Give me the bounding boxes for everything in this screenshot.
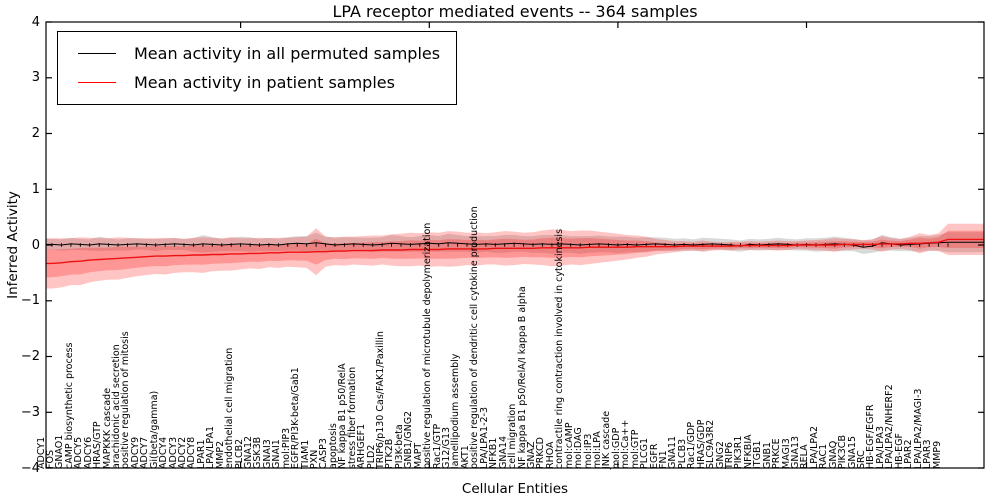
chart-title: LPA receptor mediated events -- 364 samp… [332, 2, 698, 21]
legend-item-patient: Mean activity in patient samples [70, 68, 440, 97]
legend-red-line-icon [78, 82, 116, 83]
legend-label-permuted: Mean activity in all permuted samples [134, 44, 441, 63]
y-tick-label: −1 [20, 293, 40, 309]
y-tick-label: 3 [31, 70, 40, 86]
y-tick-label: 4 [31, 14, 40, 30]
y-tick-label: 0 [31, 237, 40, 253]
y-tick-label: −3 [20, 404, 40, 420]
y-tick-label: 2 [31, 126, 40, 141]
legend: Mean activity in all permuted samples Me… [57, 31, 458, 105]
x-axis-label: Cellular Entities [461, 481, 569, 497]
legend-black-line-icon [78, 53, 116, 54]
x-tick-label: MMP9 [931, 440, 943, 469]
y-tick-label: −4 [20, 460, 40, 476]
legend-label-patient: Mean activity in patient samples [134, 73, 395, 92]
y-tick-label: −2 [20, 349, 40, 364]
legend-item-permuted: Mean activity in all permuted samples [70, 39, 440, 68]
y-tick-label: 1 [31, 181, 40, 197]
